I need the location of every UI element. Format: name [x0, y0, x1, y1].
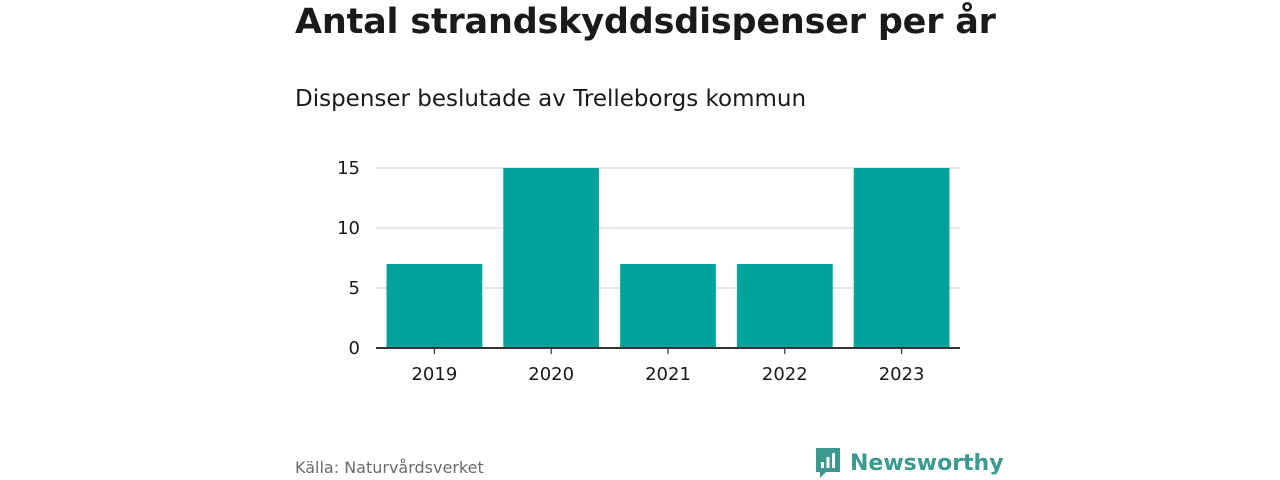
bar: [736, 264, 833, 348]
bar: [853, 168, 950, 348]
y-tick-label: 10: [337, 218, 360, 239]
axes: [376, 347, 960, 354]
y-tick-label: 15: [337, 158, 360, 179]
x-tick-label: 2023: [879, 364, 925, 385]
bar: [620, 264, 716, 348]
tick-labels: 0 5 10 15 2019 2020 2021 2022 2023: [337, 158, 924, 385]
chart-title: Antal strandskyddsdispenser per år: [295, 2, 996, 42]
x-tick-label: 2020: [528, 364, 574, 385]
bar: [386, 264, 483, 348]
chart-subtitle: Dispenser beslutade av Trelleborgs kommu…: [295, 86, 807, 112]
bar-chart-speech-bubble-icon: [816, 448, 840, 478]
y-tick-label: 5: [349, 278, 360, 299]
x-tick-label: 2019: [411, 364, 457, 385]
bars: [386, 168, 950, 348]
brand-logo: Newsworthy: [814, 446, 1004, 480]
bar: [503, 168, 600, 348]
brand-name: Newsworthy: [850, 450, 1004, 476]
x-tick-label: 2021: [645, 364, 691, 385]
x-tick-label: 2022: [762, 364, 808, 385]
y-tick-label: 0: [349, 338, 360, 359]
source-note: Källa: Naturvårdsverket: [295, 458, 484, 477]
